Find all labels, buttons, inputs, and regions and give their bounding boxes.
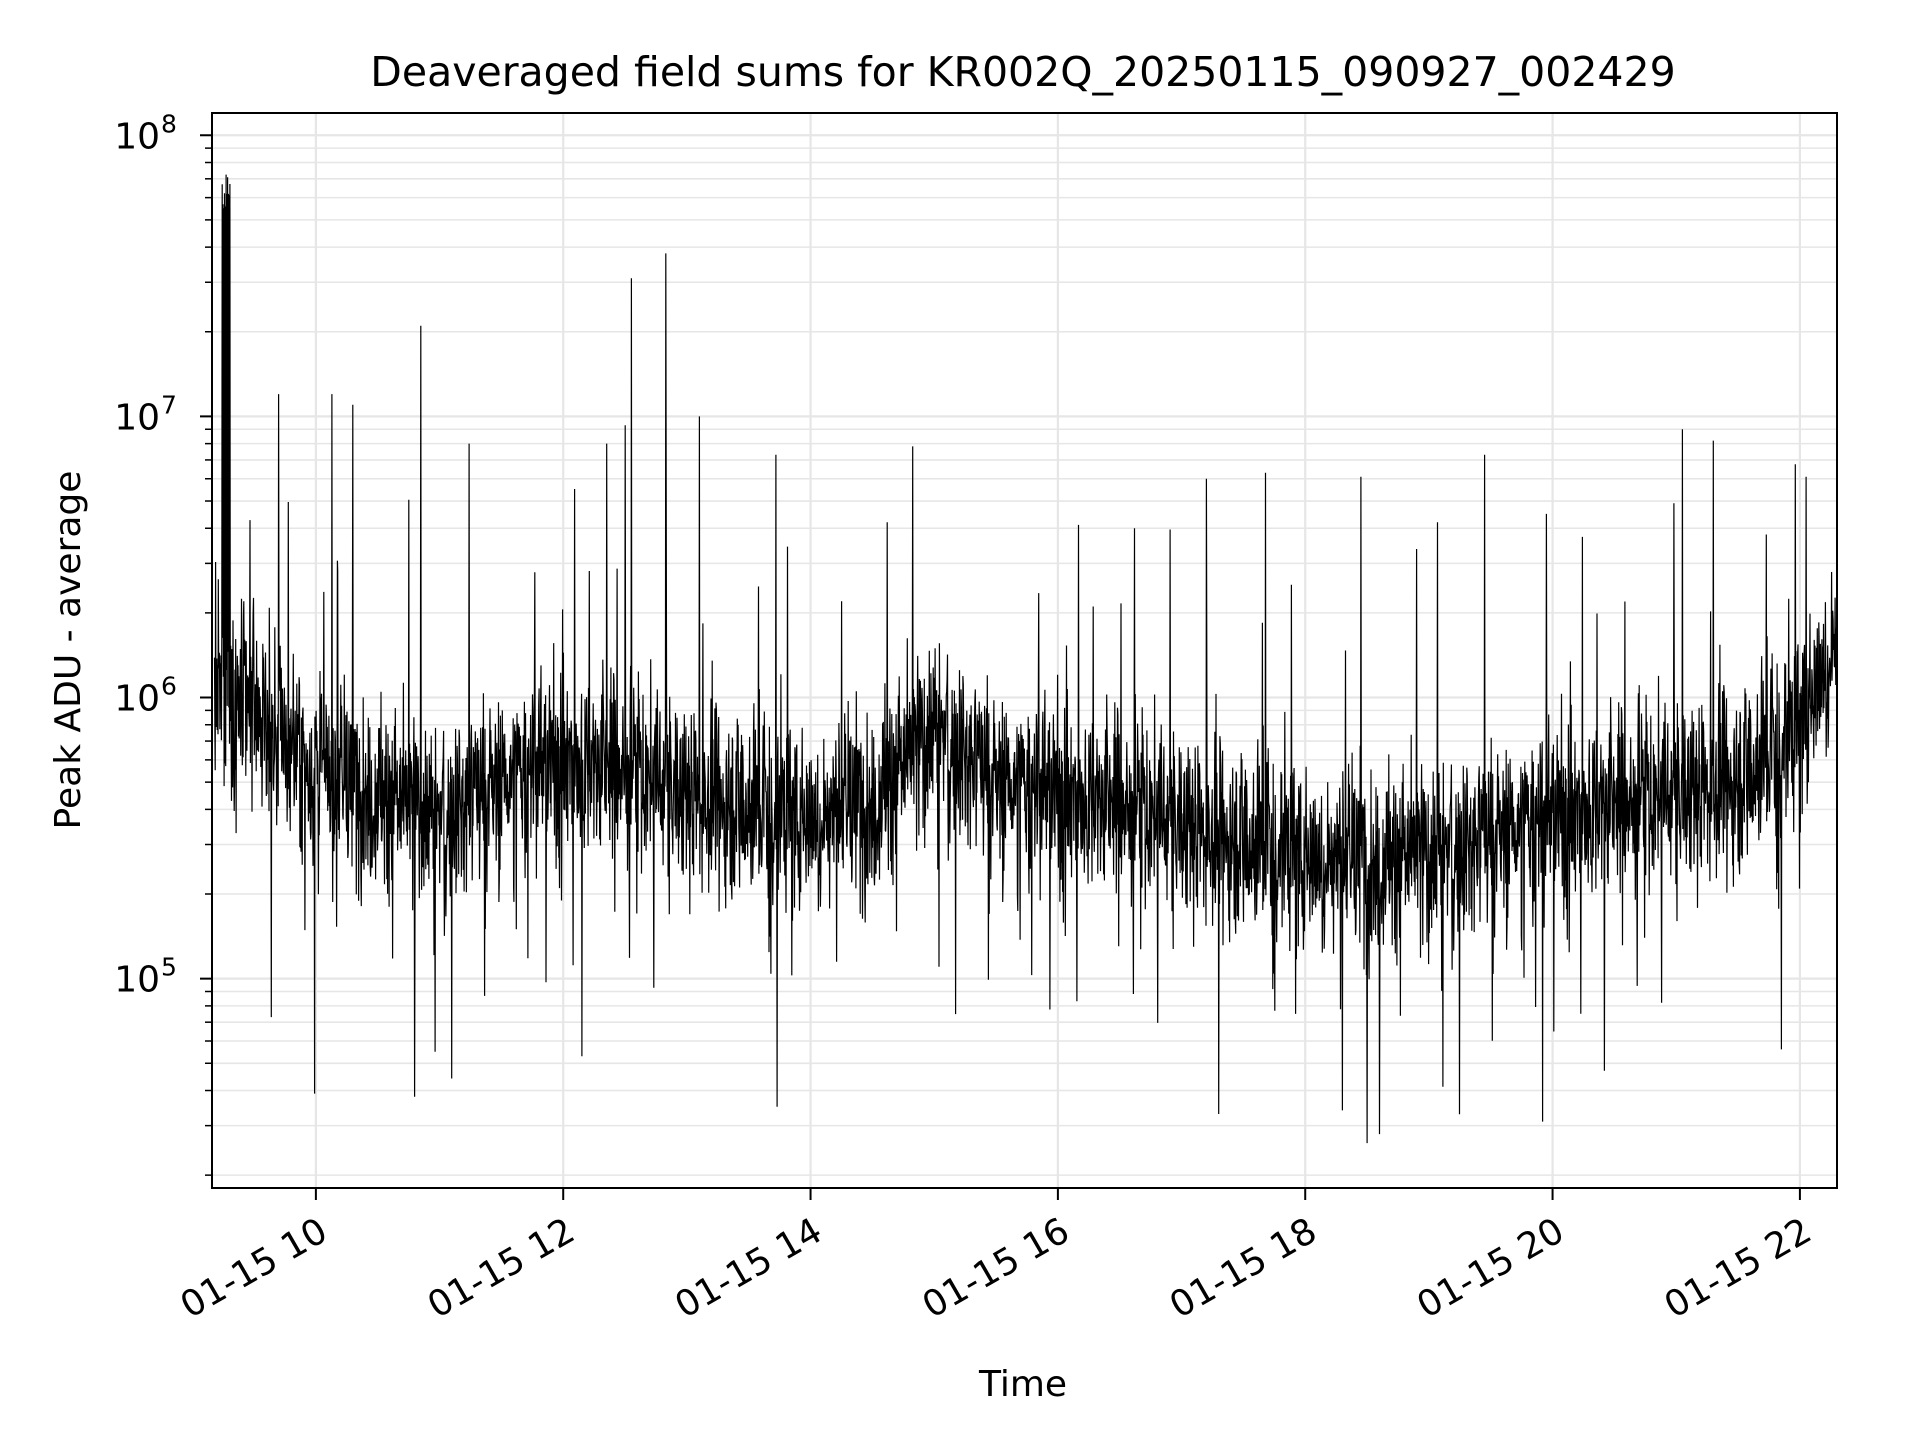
series-line xyxy=(213,174,1837,1144)
y-tick-exponent: 6 xyxy=(161,672,177,701)
y-tick-label: 10 xyxy=(114,679,160,720)
x-tick-label: 01-15 22 xyxy=(1658,1210,1819,1326)
chart-title: Deaveraged field sums for KR002Q_2025011… xyxy=(370,48,1675,96)
y-tick-exponent: 5 xyxy=(161,953,177,982)
series-group xyxy=(213,174,1837,1144)
y-tick-label: 10 xyxy=(114,960,160,1001)
y-tick-exponent: 7 xyxy=(161,390,177,419)
x-tick-label: 01-15 16 xyxy=(916,1210,1077,1326)
x-tick-label: 01-15 10 xyxy=(174,1210,335,1326)
y-tick-exponent: 8 xyxy=(161,109,177,138)
grid-lines xyxy=(212,113,1837,1188)
x-axis-ticks: 01-15 10 01-15 12 01-15 14 01-15 16 01-15 18… xyxy=(174,1188,1819,1327)
x-tick-label: 01-15 14 xyxy=(668,1210,829,1326)
x-tick-label: 01-15 12 xyxy=(421,1210,582,1326)
y-axis-label: Peak ADU - average xyxy=(48,471,89,830)
x-tick-label: 01-15 18 xyxy=(1163,1210,1324,1326)
plot-frame xyxy=(211,112,1838,1189)
y-tick-label: 10 xyxy=(114,397,160,438)
y-tick-label: 10 xyxy=(114,116,160,157)
x-tick-label: 01-15 20 xyxy=(1410,1210,1571,1326)
x-axis-label: Time xyxy=(978,1364,1067,1405)
